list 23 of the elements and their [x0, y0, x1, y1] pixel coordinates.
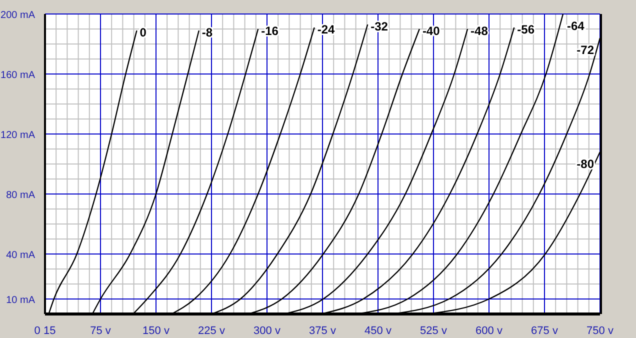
series-label: -56 [517, 22, 535, 36]
y-tick-label: 120 mA [0, 130, 36, 141]
series-label: -72 [576, 43, 594, 57]
x-tick-label: 150 v [142, 325, 170, 337]
x-tick-label: 375 v [309, 325, 336, 337]
series-label: 0 [140, 26, 147, 40]
y-tick-label: 80 mA [6, 190, 36, 201]
x-tick-label: 450 v [364, 325, 392, 337]
series-label: -80 [576, 157, 594, 171]
x-tick-label: 750 v [586, 325, 614, 337]
series-label: -48 [470, 24, 488, 38]
y-tick-label: 10 mA [6, 295, 36, 306]
x-tick-label: 0 15 [34, 325, 56, 337]
x-tick-label: 600 v [476, 325, 503, 337]
y-tick-label: 200 mA [0, 10, 36, 21]
y-tick-label: 40 mA [6, 250, 36, 261]
x-tick-label: 300 v [254, 325, 281, 337]
x-tick-label: 675 v [531, 325, 558, 337]
x-tick-label: 75 v [90, 325, 112, 337]
x-tick-label: 225 v [198, 325, 226, 337]
series-label: -64 [567, 19, 585, 33]
y-tick-label: 160 mA [0, 70, 36, 81]
x-tick-label: 525 v [420, 325, 448, 337]
